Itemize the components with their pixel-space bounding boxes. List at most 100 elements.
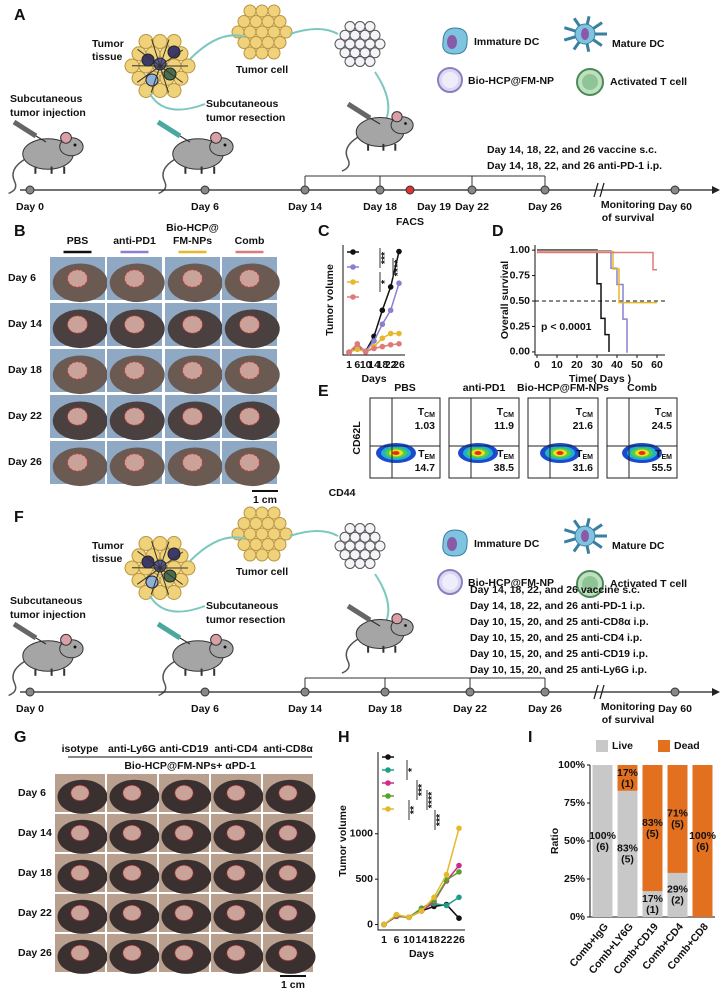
legend-text: Activated T cell	[610, 76, 687, 88]
text: tissue	[92, 553, 123, 565]
tumor-site	[226, 824, 246, 842]
axes	[342, 245, 405, 356]
text: Tumor	[92, 540, 124, 552]
panel-label: C	[318, 223, 330, 240]
point	[456, 825, 462, 832]
point	[456, 894, 462, 901]
point	[387, 330, 394, 337]
subtitle: Bio-HCP@FM-NPs+ αPD-1	[124, 760, 255, 772]
timepoint	[200, 185, 210, 195]
tumor-site	[124, 407, 145, 426]
cell	[364, 56, 376, 67]
timeline-label: Day 0	[16, 703, 44, 715]
cell	[243, 506, 257, 520]
panel-label: A	[14, 7, 26, 24]
bar-segment	[692, 765, 713, 917]
x-tick-label: 0	[534, 359, 540, 371]
bar-segment	[617, 765, 638, 791]
bar-segment	[667, 872, 688, 917]
legend-dot	[385, 793, 391, 799]
density	[638, 451, 646, 455]
x-tick-label: 60	[651, 359, 663, 371]
tumor-site	[122, 824, 142, 842]
tumor-site	[182, 407, 203, 426]
needle	[35, 135, 47, 143]
mouse-tail	[8, 158, 25, 195]
column-header: anti-PD1	[113, 235, 156, 247]
point	[379, 307, 386, 314]
tumor-site	[239, 453, 260, 472]
cell	[243, 46, 257, 60]
count-label: (6)	[696, 841, 709, 853]
arrow	[189, 536, 246, 562]
value-label: 83%	[617, 843, 639, 855]
fiber	[151, 39, 161, 67]
point	[456, 862, 462, 869]
x-tick-label: 14	[368, 359, 380, 371]
immune-cell	[145, 73, 159, 87]
row-label: Day 6	[18, 787, 46, 799]
value-label: 17%	[617, 767, 639, 779]
timeline-label: Day 60	[658, 201, 692, 213]
point	[396, 280, 402, 287]
gate-value: 24.5	[652, 420, 673, 432]
cell	[243, 548, 257, 562]
nucleus	[581, 28, 589, 40]
point	[396, 248, 402, 255]
np-core	[442, 72, 458, 88]
tumor-site	[226, 904, 246, 922]
value-label: 83%	[642, 817, 664, 829]
cell	[273, 15, 287, 28]
gate-value: 55.5	[652, 462, 673, 474]
bar-segment	[642, 765, 663, 892]
plot-frame	[527, 397, 599, 479]
gate-sub: CM	[661, 412, 672, 419]
tumor-site	[67, 315, 88, 334]
point	[396, 330, 402, 337]
timepoint	[200, 687, 210, 697]
value-label: 29%	[667, 884, 689, 896]
column-header: FM-NPs	[173, 235, 212, 247]
mouse-tail	[158, 158, 175, 195]
fiber	[159, 541, 170, 569]
cell	[273, 538, 287, 551]
axis-label: Time( Days )	[569, 373, 631, 385]
mouse-eye	[73, 143, 77, 147]
t-core	[582, 74, 598, 90]
density	[392, 451, 400, 455]
np-core	[442, 574, 458, 590]
text: Subcutaneous	[10, 93, 83, 105]
tumor-site	[239, 315, 260, 334]
tumor-site	[174, 864, 194, 882]
x-tick-label: 1	[346, 359, 352, 371]
row-label: Day 18	[18, 867, 52, 879]
fiber	[136, 567, 161, 585]
point	[431, 894, 437, 901]
cell	[255, 527, 269, 541]
schedule-text: Day 10, 15, 20, and 25 anti-CD4 i.p.	[470, 632, 642, 644]
mouse-ear	[60, 131, 72, 144]
timepoint	[465, 687, 475, 697]
row-label: Day 26	[18, 947, 52, 959]
row-label: Day 22	[8, 410, 42, 422]
schedule-text: Day 10, 15, 20, and 25 anti-Ly6G i.p.	[470, 664, 647, 676]
value-label: 71%	[667, 808, 689, 820]
y-tick-label: 0%	[570, 911, 586, 923]
nucleus	[447, 537, 457, 551]
count-label: (5)	[621, 854, 634, 866]
tumor-site	[226, 864, 246, 882]
point	[387, 341, 394, 348]
arrow	[289, 28, 339, 35]
timepoint	[380, 687, 390, 697]
column-header: anti-CD4	[214, 743, 257, 755]
gate-label: TEM	[418, 448, 435, 461]
count-label: (2)	[671, 895, 684, 907]
fiber	[151, 541, 161, 569]
text: Tumor cell	[236, 64, 288, 76]
timepoint	[300, 185, 310, 195]
legend-dot	[350, 264, 356, 270]
column-header: PBS	[67, 235, 89, 247]
x-tick-label: 30	[591, 359, 603, 371]
value-label: 100%	[589, 830, 617, 842]
point	[396, 341, 402, 347]
